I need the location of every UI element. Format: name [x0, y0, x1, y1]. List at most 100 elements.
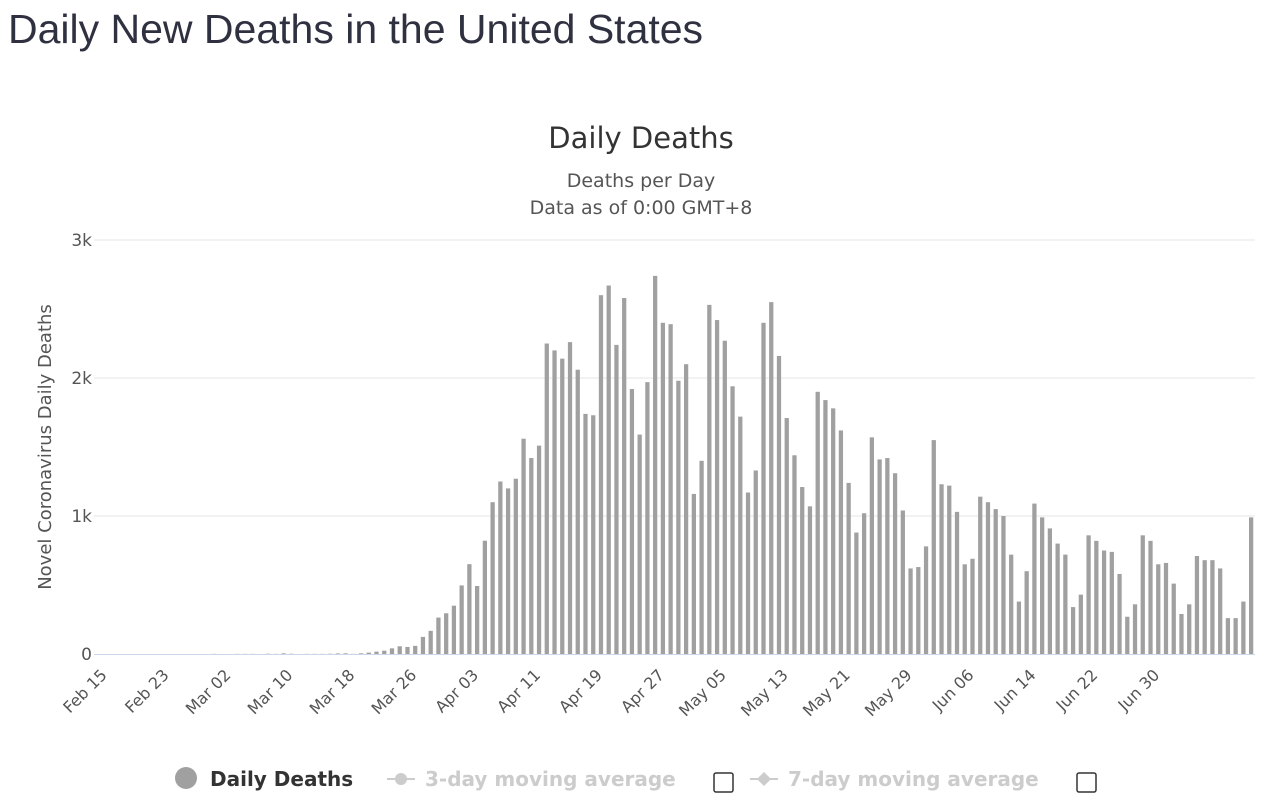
bar[interactable] [1156, 564, 1161, 654]
bar[interactable] [451, 605, 457, 654]
bar[interactable] [792, 455, 797, 654]
bar[interactable] [560, 358, 565, 654]
bar[interactable] [815, 391, 820, 654]
bar[interactable] [498, 481, 503, 655]
bar[interactable] [552, 350, 557, 654]
bar[interactable] [846, 482, 851, 654]
bar[interactable] [862, 513, 867, 654]
bar[interactable] [1032, 503, 1037, 654]
bar[interactable] [916, 567, 921, 654]
bar[interactable] [637, 434, 642, 654]
bar[interactable] [343, 653, 348, 654]
bar[interactable] [931, 440, 936, 654]
bar[interactable] [513, 478, 518, 654]
bar[interactable] [707, 304, 712, 654]
bar[interactable] [1001, 516, 1006, 654]
bar[interactable] [1047, 528, 1053, 654]
bar[interactable] [1101, 550, 1107, 655]
bar[interactable] [900, 510, 905, 654]
bar[interactable] [413, 645, 418, 654]
bar[interactable] [622, 297, 627, 654]
bar[interactable] [1140, 535, 1145, 654]
bar[interactable] [1171, 583, 1176, 654]
bar[interactable] [583, 413, 588, 654]
bar[interactable] [660, 322, 666, 654]
bar[interactable] [1218, 568, 1223, 654]
bar[interactable] [854, 532, 859, 654]
bar[interactable] [1225, 618, 1231, 654]
bar[interactable] [459, 585, 464, 654]
bar[interactable] [800, 487, 805, 654]
bar[interactable] [1094, 540, 1099, 654]
bar[interactable] [1117, 573, 1122, 654]
bar[interactable] [490, 502, 495, 654]
bar[interactable] [807, 506, 813, 654]
bar[interactable] [745, 492, 751, 654]
bar[interactable] [281, 653, 286, 654]
bar[interactable] [1024, 571, 1029, 654]
bar[interactable] [358, 653, 364, 654]
bar[interactable] [1233, 618, 1238, 654]
bar[interactable] [1040, 517, 1045, 654]
bar[interactable] [970, 558, 975, 654]
bar[interactable] [467, 564, 472, 654]
bar[interactable] [1016, 601, 1022, 654]
bar[interactable] [962, 564, 967, 654]
bar[interactable] [722, 340, 727, 654]
bar[interactable] [892, 473, 898, 654]
bar[interactable] [761, 322, 766, 654]
bar[interactable] [420, 636, 426, 654]
bar[interactable] [591, 415, 596, 654]
bar[interactable] [536, 445, 542, 654]
bar[interactable] [1078, 594, 1083, 654]
bar[interactable] [908, 568, 913, 654]
bar[interactable] [606, 285, 611, 654]
bar[interactable] [653, 275, 658, 654]
bar[interactable] [529, 458, 534, 654]
legend-item-daily-deaths[interactable]: Daily Deaths [175, 767, 353, 791]
bar[interactable] [784, 418, 789, 654]
bar[interactable] [985, 502, 991, 654]
bar[interactable] [397, 646, 402, 654]
bar[interactable] [366, 652, 371, 654]
legend-item-7-day-average[interactable]: 7-day moving average [750, 767, 1039, 791]
bar[interactable] [1055, 543, 1060, 654]
bar[interactable] [1070, 607, 1076, 654]
bar[interactable] [1148, 540, 1153, 654]
bar[interactable] [1163, 562, 1169, 654]
bar[interactable] [436, 617, 441, 654]
checkbox-7-day-average[interactable] [1076, 772, 1097, 793]
bar[interactable] [1241, 601, 1246, 654]
bar[interactable] [1249, 517, 1254, 654]
bar[interactable] [505, 488, 511, 654]
bar-series-daily-deaths[interactable] [211, 275, 1254, 655]
bar[interactable] [1125, 616, 1130, 654]
bar[interactable] [730, 386, 735, 654]
bar[interactable] [738, 416, 743, 654]
bar[interactable] [1187, 604, 1192, 654]
bar[interactable] [1109, 551, 1114, 654]
bar[interactable] [993, 509, 998, 654]
bar[interactable] [1009, 554, 1014, 654]
bar[interactable] [444, 613, 449, 654]
bar[interactable] [831, 408, 836, 654]
bar[interactable] [374, 651, 379, 654]
bar[interactable] [521, 438, 526, 654]
bar[interactable] [645, 382, 650, 654]
bar[interactable] [629, 389, 635, 654]
bar[interactable] [691, 493, 696, 654]
bar[interactable] [947, 485, 952, 654]
bar[interactable] [714, 320, 720, 654]
bar[interactable] [475, 585, 480, 654]
bar[interactable] [753, 470, 758, 654]
bar[interactable] [668, 324, 673, 654]
bar[interactable] [1086, 535, 1091, 654]
bar[interactable] [923, 546, 929, 654]
bar[interactable] [405, 646, 410, 654]
bar[interactable] [1202, 560, 1207, 654]
bar[interactable] [1179, 613, 1184, 654]
bar[interactable] [838, 430, 844, 654]
bar[interactable] [482, 540, 487, 654]
bar[interactable] [877, 459, 882, 654]
bar[interactable] [769, 302, 774, 654]
